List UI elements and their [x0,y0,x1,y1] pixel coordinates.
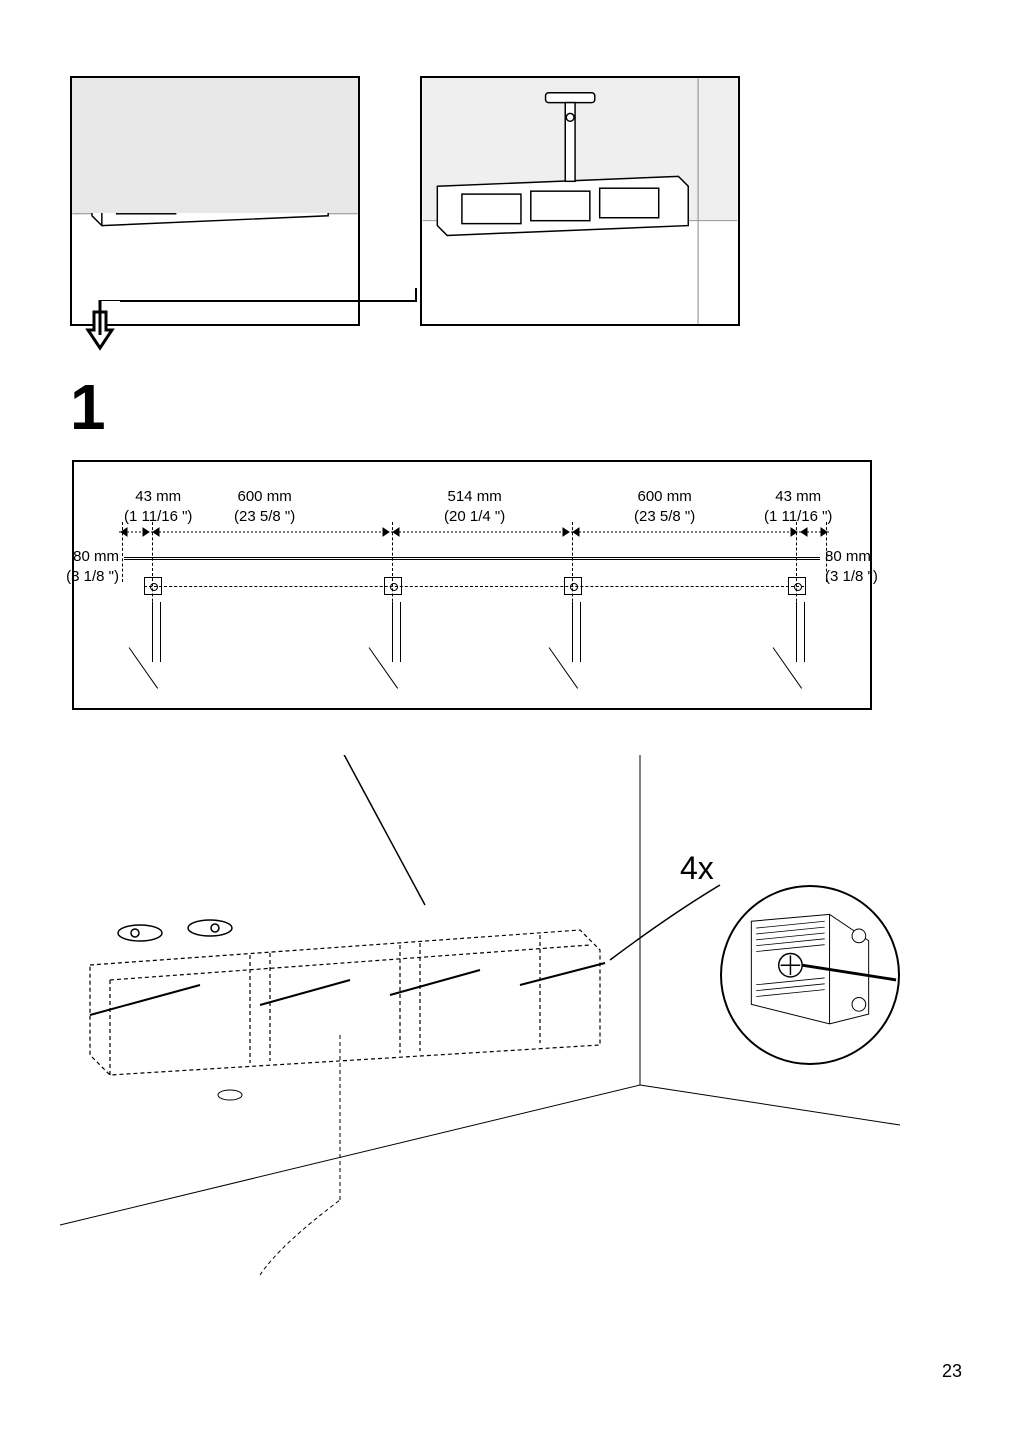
dim-arrows-horizontal [119,524,829,540]
page-number: 23 [942,1361,962,1382]
dim-label-1: 43 mm (1 11/16 ") [124,487,192,526]
dim-label-vright: 80 mm (3 1/8 ") [825,547,885,586]
option-panel-left [70,76,360,326]
measurement-panel: 43 mm (1 11/16 ") 600 mm (23 5/8 ") 514 … [72,460,872,710]
callout-quantity: 4x [680,850,714,887]
dim-label-5: 43 mm (1 11/16 ") [764,487,832,526]
callout-circle [720,885,900,1065]
shelf-illustration-right [422,78,738,324]
bracket-detail-icon [722,887,898,1063]
flow-arrow-down [80,300,120,360]
dim-label-3: 514 mm (20 1/4 ") [444,487,505,526]
dim-label-4: 600 mm (23 5/8 ") [634,487,695,526]
assembly-panel: 4x [20,755,900,1295]
option-panel-right [420,76,740,326]
dim-label-2: 600 mm (23 5/8 ") [234,487,295,526]
step-number: 1 [70,370,106,444]
connector-stub [415,288,417,302]
connector-line [120,300,415,302]
dim-label-vleft: 80 mm (3 1/8 ") [59,547,119,586]
